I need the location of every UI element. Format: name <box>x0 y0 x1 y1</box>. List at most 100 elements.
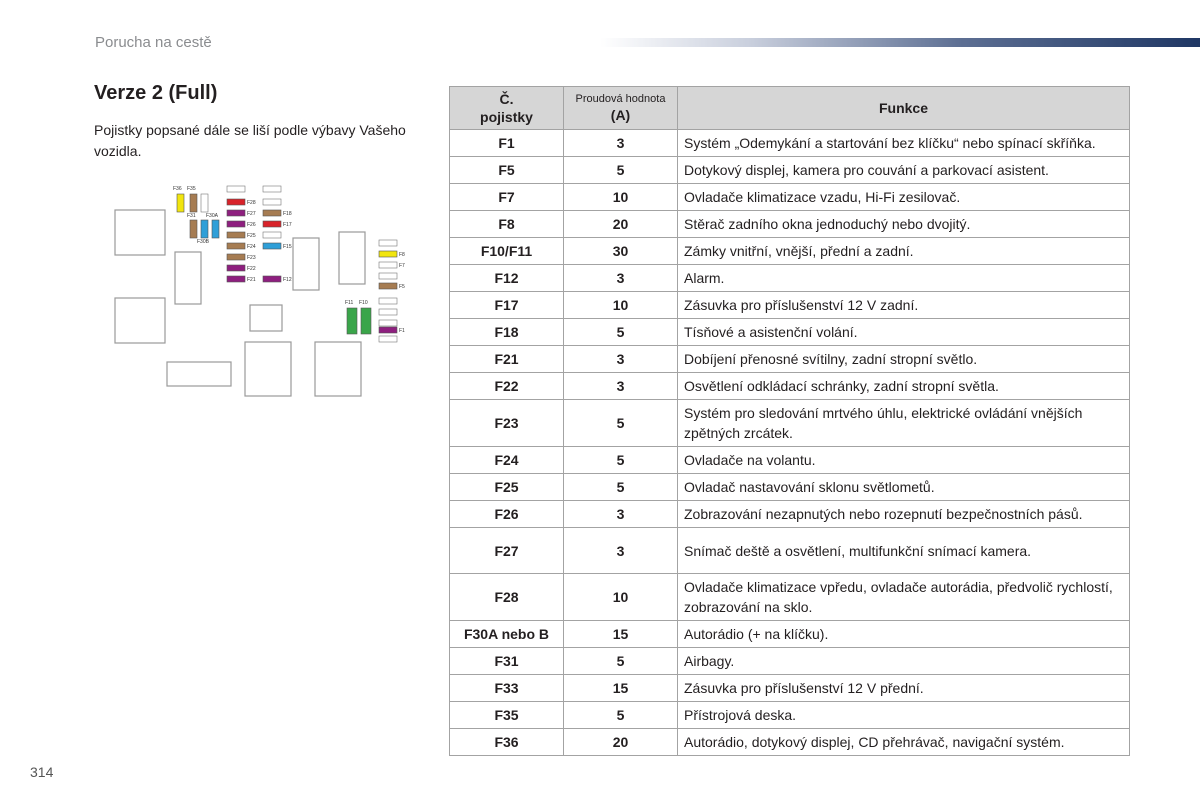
fuse-label-F15: F15 <box>283 244 292 250</box>
table-row: F7 10 Ovladače klimatizace vzadu, Hi-Fi ze… <box>449 183 1130 211</box>
function-cell: Přístrojová deska. <box>677 701 1130 729</box>
fuse-label-F18: F18 <box>283 211 292 217</box>
current-cell: 10 <box>563 183 678 211</box>
fuse-label-F21: F21 <box>247 277 256 283</box>
fuse-label-F22: F22 <box>247 266 256 272</box>
current-cell: 3 <box>563 345 678 373</box>
function-cell: Zobrazování nezapnutých nebo rozepnutí b… <box>677 500 1130 528</box>
fuse-number-cell: F33 <box>449 674 564 702</box>
table-row: F25 5 Ovladač nastavování sklonu světlomet… <box>449 473 1130 501</box>
current-cell: 5 <box>563 647 678 675</box>
section-title: Verze 2 (Full) <box>94 82 218 104</box>
current-cell: 20 <box>563 210 678 238</box>
relay-outline <box>249 304 283 332</box>
table-row: F12 3 Alarm. <box>449 264 1130 292</box>
table-header-row: Č. pojistky Proudová hodnota (A) Funkce <box>449 86 1130 130</box>
table-row: F31 5 Airbagy. <box>449 647 1130 675</box>
table-row: F36 20 Autorádio, dotykový displej, CD pře… <box>449 728 1130 756</box>
current-cell: 15 <box>563 620 678 648</box>
table-row: F18 5 Tísňové a asistenční volání. <box>449 318 1130 346</box>
relay-outline <box>114 209 166 256</box>
fuse-F8 <box>378 250 398 258</box>
table-row: F5 5 Dotykový displej, kamera pro couvání … <box>449 156 1130 184</box>
table-row: F27 3 Snímač deště a osvětlení, multifunkč… <box>449 527 1130 574</box>
fuse-F7 <box>378 261 398 269</box>
fuse-F18 <box>262 209 282 217</box>
col-header-current-line2: (A) <box>610 107 631 123</box>
col-header-current: Proudová hodnota (A) <box>563 86 678 130</box>
fuse-F15 <box>262 242 282 250</box>
table-row: F8 20 Stěrač zadního okna jednoduchý nebo … <box>449 210 1130 238</box>
running-header: Porucha na cestě <box>95 34 212 51</box>
fuse-slot-empty <box>378 308 398 316</box>
table-row: F28 10 Ovladače klimatizace vpředu, ovlada… <box>449 573 1130 621</box>
col-header-function: Funkce <box>677 86 1130 130</box>
current-cell: 5 <box>563 701 678 729</box>
fuse-box-diagram: F36 F35 F31 F30A F30B F28 F27 F26 F25 F2… <box>114 185 405 397</box>
fuse-slot-empty <box>200 193 209 213</box>
fuse-slot-empty <box>226 185 246 193</box>
fuse-label-F27: F27 <box>247 211 256 217</box>
intro-paragraph: Pojistky popsané dále se liší podle výba… <box>94 122 406 159</box>
table-row: F26 3 Zobrazování nezapnutých nebo rozepnu… <box>449 500 1130 528</box>
table-row: F1 3 Systém „Odemykání a startování bez kl… <box>449 129 1130 157</box>
table-row: F17 10 Zásuvka pro příslušenství 12 V zadn… <box>449 291 1130 319</box>
col-header-current-line1: Proudová hodnota <box>575 93 666 105</box>
function-cell: Tísňové a asistenční volání. <box>677 318 1130 346</box>
fuse-F27 <box>226 209 246 217</box>
fuse-label-F25: F25 <box>247 233 256 239</box>
current-cell: 3 <box>563 500 678 528</box>
fuse-label-F23: F23 <box>247 255 256 261</box>
fuse-number-cell: F18 <box>449 318 564 346</box>
fuse-number-cell: F8 <box>449 210 564 238</box>
fuse-F17 <box>262 220 282 228</box>
fuse-number-cell: F24 <box>449 446 564 474</box>
fuse-label-F8: F8 <box>399 252 405 258</box>
fuse-label-F7: F7 <box>399 263 405 269</box>
function-cell: Stěrač zadního okna jednoduchý nebo dvoj… <box>677 210 1130 238</box>
fuse-F26 <box>226 220 246 228</box>
fuse-number-cell: F7 <box>449 183 564 211</box>
table-row: F10/F11 30 Zámky vnitřní, vnější, přední a… <box>449 237 1130 265</box>
fuse-table: Č. pojistky Proudová hodnota (A) Funkce … <box>449 86 1130 756</box>
fuse-number-cell: F1 <box>449 129 564 157</box>
current-cell: 10 <box>563 291 678 319</box>
fuse-number-cell: F12 <box>449 264 564 292</box>
relay-outline <box>114 297 166 344</box>
fuse-F11 <box>346 307 358 335</box>
function-cell: Zámky vnitřní, vnější, přední a zadní. <box>677 237 1130 265</box>
table-row: F23 5 Systém pro sledování mrtvého úhlu, e… <box>449 399 1130 447</box>
fuse-F1 <box>378 326 398 334</box>
fuse-number-cell: F30A nebo B <box>449 620 564 648</box>
function-cell: Airbagy. <box>677 647 1130 675</box>
fuse-number-cell: F27 <box>449 527 564 574</box>
function-cell: Autorádio, dotykový displej, CD přehráva… <box>677 728 1130 756</box>
function-cell: Systém „Odemykání a startování bez klíčk… <box>677 129 1130 157</box>
fuse-number-cell: F5 <box>449 156 564 184</box>
table-row: F21 3 Dobíjení přenosné svítilny, zadní st… <box>449 345 1130 373</box>
function-cell: Zásuvka pro příslušenství 12 V zadní. <box>677 291 1130 319</box>
fuse-number-cell: F10/F11 <box>449 237 564 265</box>
col-header-fuse-number-line1: Č. <box>499 91 514 107</box>
current-cell: 15 <box>563 674 678 702</box>
relay-outline <box>166 361 232 387</box>
fuse-label-F31: F31 <box>187 213 196 219</box>
fuse-number-cell: F25 <box>449 473 564 501</box>
fuse-number-cell: F21 <box>449 345 564 373</box>
fuse-label-F5: F5 <box>399 284 405 290</box>
fuse-slot-empty <box>378 272 398 280</box>
function-cell: Snímač deště a osvětlení, multifunkční s… <box>677 527 1130 574</box>
relay-outline <box>314 341 362 397</box>
relay-outline <box>338 231 366 285</box>
fuse-number-cell: F26 <box>449 500 564 528</box>
current-cell: 10 <box>563 573 678 621</box>
fuse-F22 <box>226 264 246 272</box>
header-gradient-bar <box>600 38 1200 47</box>
function-cell: Ovladač nastavování sklonu světlometů. <box>677 473 1130 501</box>
fuse-slot-empty <box>262 231 282 239</box>
table-row: F22 3 Osvětlení odkládací schránky, zadní … <box>449 372 1130 400</box>
fuse-label-F12: F12 <box>283 277 292 283</box>
fuse-number-cell: F17 <box>449 291 564 319</box>
fuse-F36 <box>176 193 185 213</box>
fuse-F31 <box>189 219 198 239</box>
